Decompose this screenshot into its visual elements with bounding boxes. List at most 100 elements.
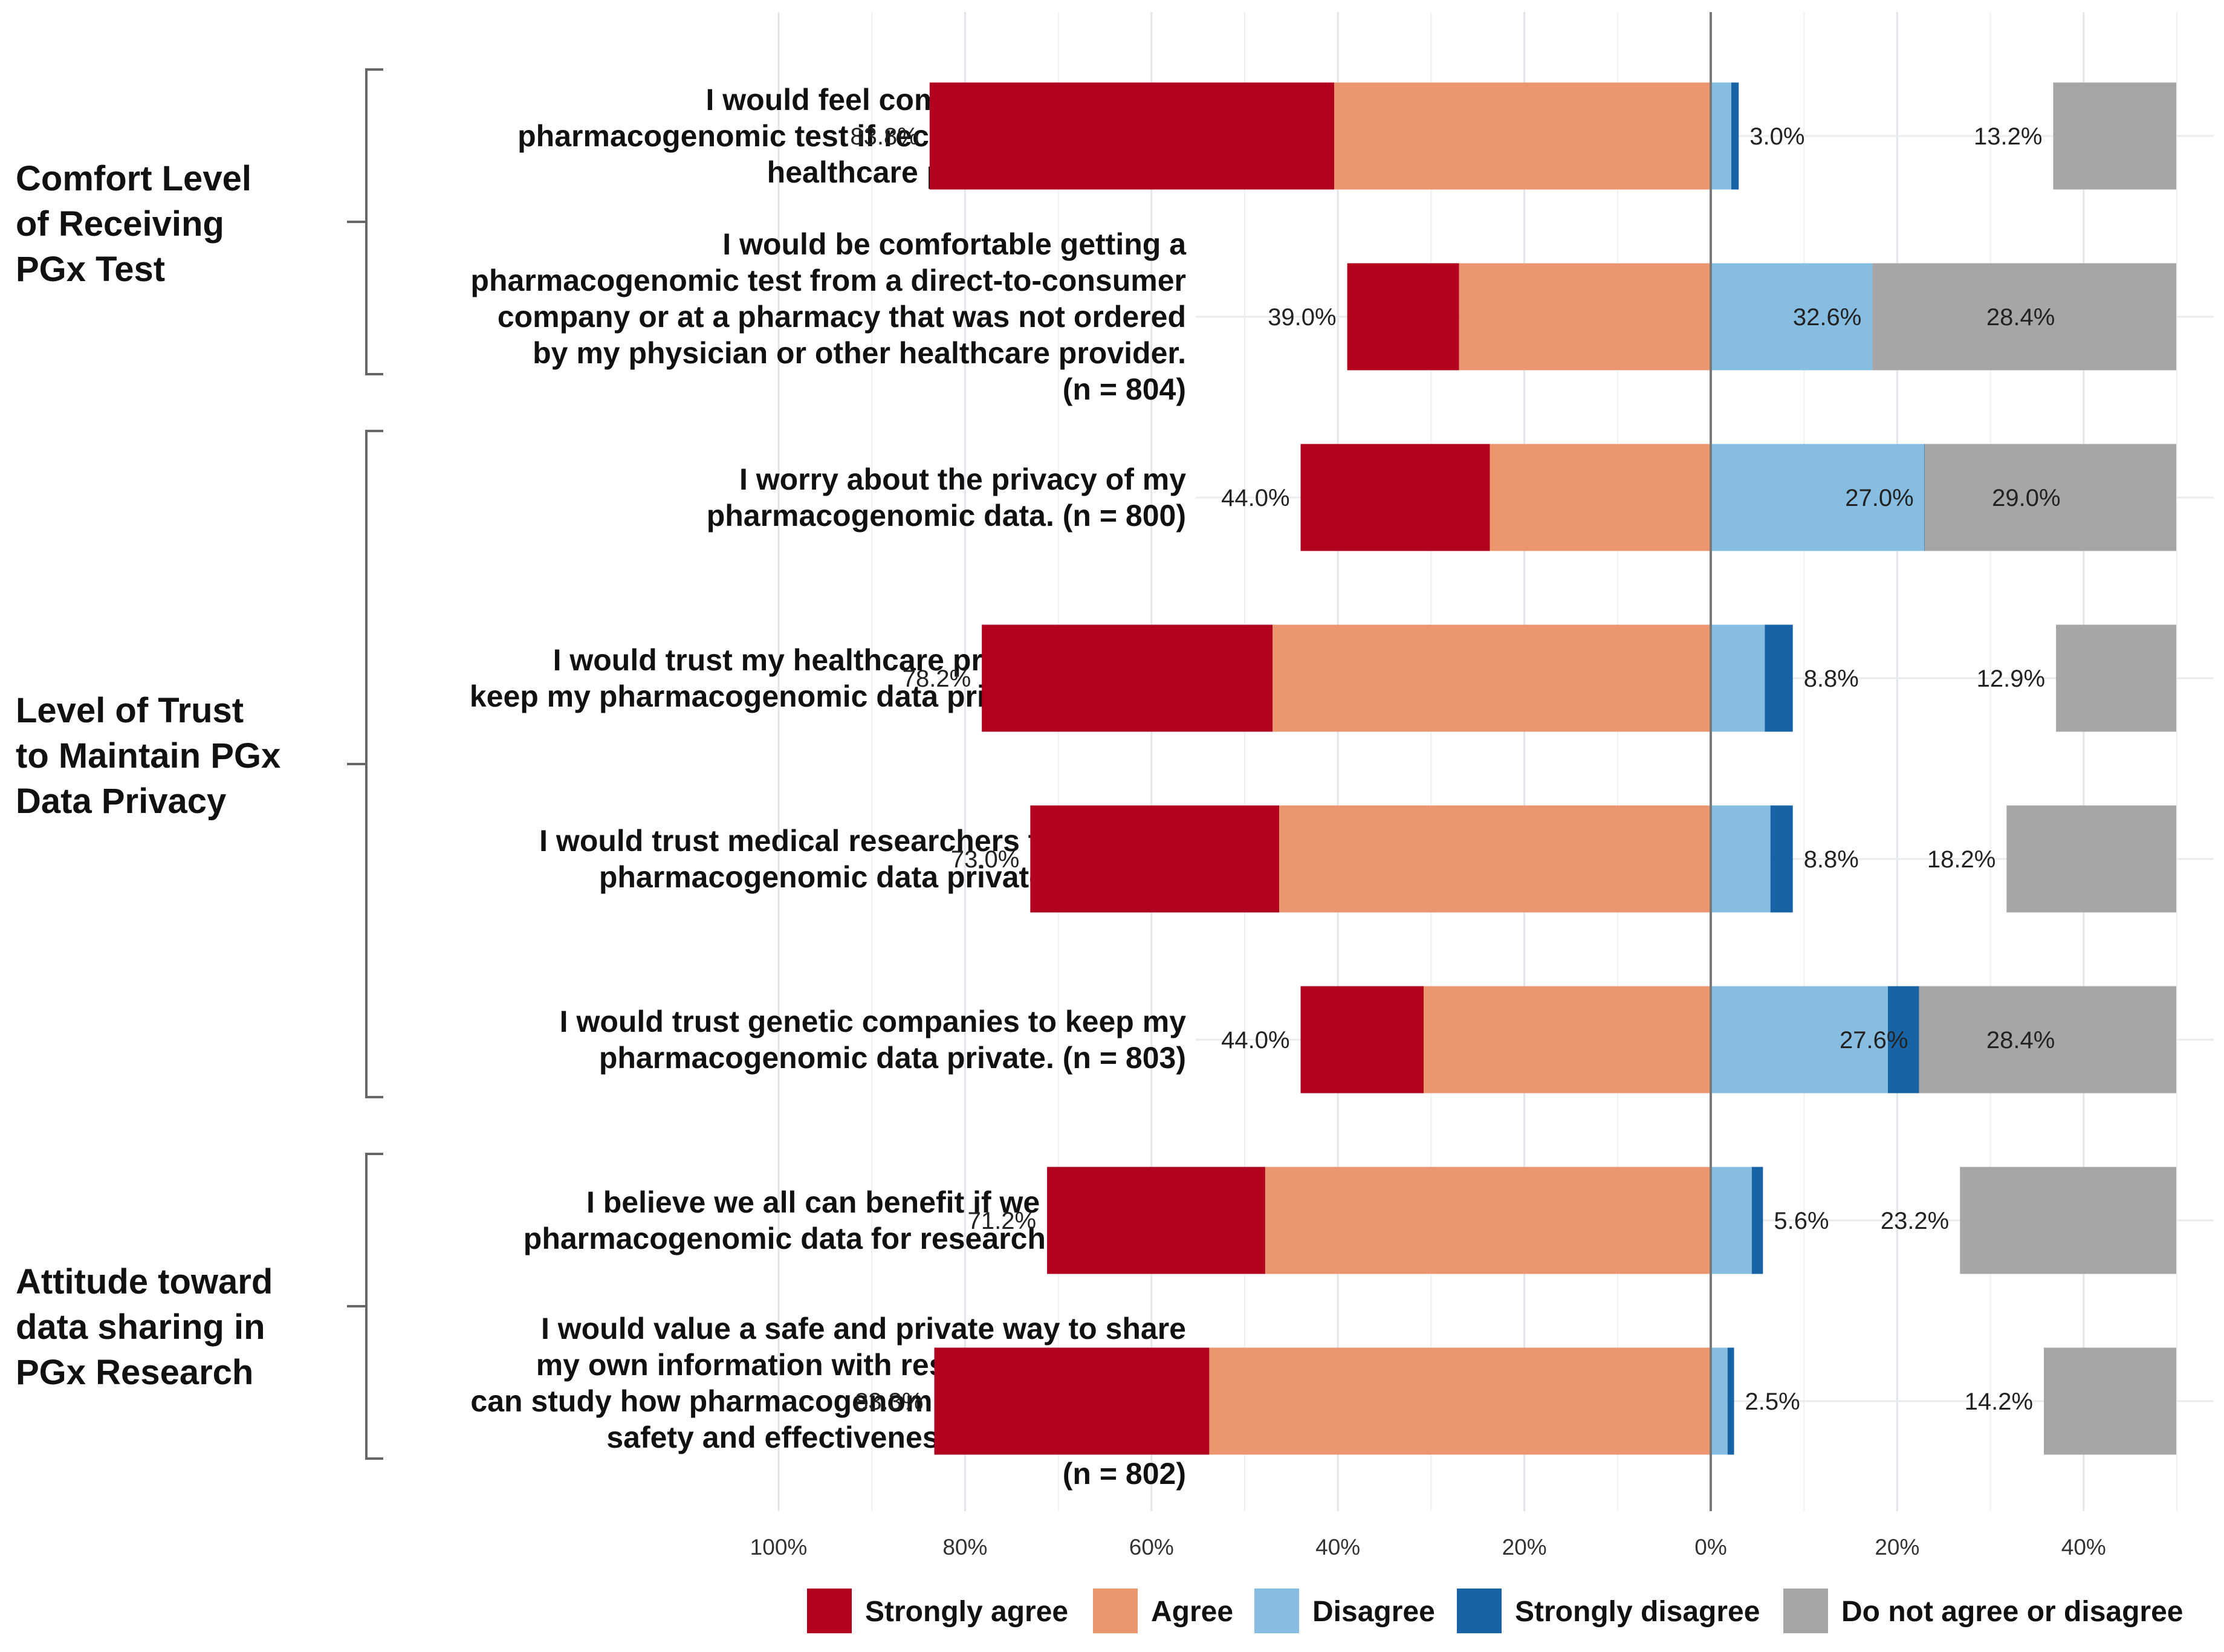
legend-swatch [1783, 1589, 1828, 1633]
bar-strongly-agree [1047, 1167, 1265, 1274]
question-line: I would trust genetic companies to keep … [560, 1005, 1187, 1038]
bar-strongly-agree [1300, 444, 1490, 551]
bar-disagree [1711, 986, 1888, 1093]
group-bracket [365, 430, 383, 1098]
bar-agree [1334, 82, 1711, 190]
bar-neutral [2044, 1347, 2176, 1455]
group-label-line: Data Privacy [16, 782, 226, 821]
x-tick-label: 0% [1694, 1535, 1726, 1560]
legend-label: Do not agree or disagree [1841, 1596, 2183, 1628]
bar-neutral [2056, 624, 2176, 732]
x-tick-label: 20% [1502, 1535, 1547, 1560]
bar-neutral [2053, 82, 2176, 190]
bar-strongly-agree [982, 624, 1273, 732]
bar-strongly-disagree [1751, 1167, 1763, 1274]
neutral-label: 27.6% [1840, 1027, 1908, 1054]
question-line: pharmacogenomic data private. [599, 1041, 1054, 1075]
bar-strongly-agree [1030, 805, 1280, 913]
bar-neutral [1872, 263, 2176, 371]
disagree-total-label: 8.8% [1804, 666, 1859, 692]
legend-label: Strongly disagree [1515, 1596, 1760, 1628]
question-n: (n = 802) [1063, 1457, 1186, 1491]
bars [929, 82, 2176, 1455]
question-n: (n = 803) [1054, 1041, 1186, 1075]
bar-disagree [1711, 82, 1731, 190]
disagree-total-label: 8.8% [1804, 846, 1859, 873]
question-line: I worry about the privacy of my [739, 462, 1186, 496]
bar-disagree [1711, 805, 1771, 913]
group-brackets [347, 68, 383, 1460]
agree-total-label: 83.3% [855, 1388, 923, 1415]
x-axis: 100%80%60%40%20%0%20%40%60%80%100% [750, 12, 2106, 1560]
question-line: pharmacogenomic test from a direct-to-co… [470, 264, 1186, 297]
disagree-total-label: 28.4% [1986, 1027, 2055, 1054]
agree-total-label: 44.0% [1221, 485, 1289, 511]
x-tick-label: 40% [2061, 1535, 2106, 1560]
bar-disagree [1711, 1347, 1728, 1455]
agree-total-label: 44.0% [1221, 1027, 1289, 1054]
bar-strongly-disagree [1765, 624, 1793, 732]
agree-total-label: 78.2% [903, 666, 971, 692]
group-label: Attitude toward data sharing in PGx Resear… [16, 1262, 273, 1392]
bar-strongly-disagree [1727, 1347, 1734, 1455]
question-line: pharmacogenomic data private. [599, 860, 1054, 894]
question-line: pharmacogenomic data for research. [524, 1222, 1054, 1255]
question-n: (n = 804) [1063, 372, 1186, 406]
agree-total-label: 39.0% [1268, 304, 1336, 331]
neutral-label: 23.2% [1881, 1208, 1949, 1234]
question-label: I would trust genetic companies to keep … [560, 1005, 1187, 1075]
group-label-line: Level of Trust [16, 691, 244, 730]
bar-agree [1209, 1347, 1711, 1455]
x-tick-label: 20% [1875, 1535, 1919, 1560]
bar-disagree [1711, 1167, 1752, 1274]
bar-disagree [1711, 624, 1765, 732]
bar-strongly-disagree [1770, 805, 1793, 913]
bar-agree [1490, 444, 1711, 551]
agree-total-label: 83.8% [850, 123, 918, 150]
legend-swatch [1254, 1589, 1299, 1633]
question-line: keep my pharmacogenomic data private. [470, 679, 1054, 713]
legend-label: Strongly agree [865, 1596, 1068, 1628]
bar-disagree [1711, 444, 1925, 551]
legend-swatch [807, 1589, 852, 1633]
question-line: I would be comfortable getting a [722, 227, 1187, 261]
neutral-label: 32.6% [1793, 304, 1861, 331]
question-labels: I would feel comfortable getting apharma… [470, 83, 1187, 1491]
group-labels: Comfort Level of Receiving PGx Test Level o… [16, 159, 280, 1392]
agree-total-label: 71.2% [968, 1208, 1036, 1234]
bar-agree [1279, 805, 1711, 913]
bar-agree [1272, 624, 1711, 732]
bar-agree [1459, 263, 1711, 371]
bar-neutral [2006, 805, 2176, 913]
x-tick-label: 60% [1129, 1535, 1174, 1560]
group-label-line: Comfort Level [16, 159, 251, 198]
neutral-label: 27.0% [1845, 485, 1913, 511]
bar-neutral [1960, 1167, 2176, 1274]
legend-label: Disagree [1312, 1596, 1435, 1628]
bar-agree [1265, 1167, 1711, 1274]
x-tick-label: 80% [942, 1535, 987, 1560]
x-tick-label: 100% [750, 1535, 808, 1560]
group-label-line: PGx Research [16, 1353, 253, 1392]
question-n: (n = 800) [1054, 499, 1186, 533]
bar-strongly-disagree [1731, 82, 1739, 190]
disagree-total-label: 28.4% [1986, 304, 2055, 331]
legend-label: Agree [1151, 1596, 1233, 1628]
group-bracket [365, 1153, 383, 1460]
bar-strongly-agree [1347, 263, 1459, 371]
bar-neutral [1924, 444, 2176, 551]
question-label: I would be comfortable getting a pharmaco… [470, 227, 1187, 406]
bar-agree [1424, 986, 1711, 1093]
group-label-line: to Maintain PGx [16, 736, 280, 776]
bar-strongly-agree [1300, 986, 1424, 1093]
value-labels: 83.8% 3.0% 13.2% 39.0% 28.4% 32.6% 44.0% 29.0% 2… [850, 123, 2060, 1415]
legend-swatch [1457, 1589, 1502, 1633]
question-line: company or at a pharmacy that was not or… [498, 300, 1186, 334]
x-tick-label: 40% [1315, 1535, 1360, 1560]
group-label-line: of Receiving [16, 204, 224, 244]
question-line: I would value a safe and private way to … [541, 1312, 1186, 1346]
bar-strongly-agree [934, 1347, 1210, 1455]
group-label-line: Attitude toward [16, 1262, 273, 1301]
legend: Strongly agree Agree Disagree Strongly disa… [807, 1589, 2183, 1633]
